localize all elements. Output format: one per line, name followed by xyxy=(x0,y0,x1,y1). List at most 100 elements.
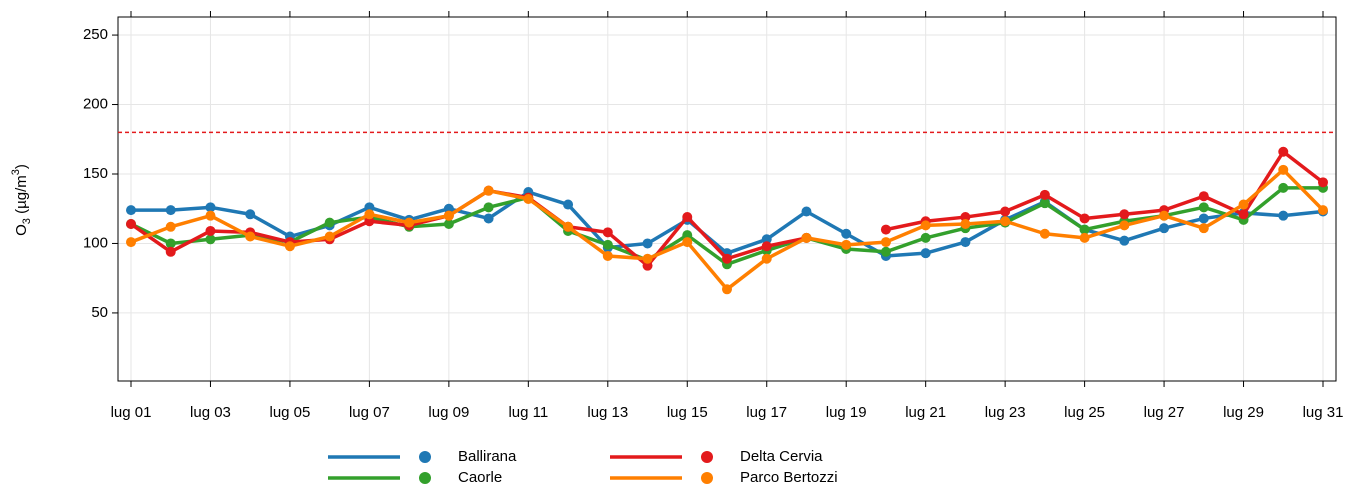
x-tick-label: lug 09 xyxy=(428,404,469,421)
x-tick-label: lug 05 xyxy=(269,404,310,421)
x-tick-label: lug 23 xyxy=(985,404,1026,421)
data-point xyxy=(602,227,613,238)
data-point xyxy=(1238,209,1249,220)
legend-label: Parco Bertozzi xyxy=(740,469,838,486)
data-point xyxy=(1159,223,1170,234)
x-tick-label: lug 07 xyxy=(349,404,390,421)
data-point xyxy=(245,231,256,242)
data-point xyxy=(483,202,494,213)
data-point xyxy=(364,202,375,213)
data-point xyxy=(404,217,415,228)
data-point xyxy=(1079,232,1090,243)
x-tick-label: lug 01 xyxy=(111,404,152,421)
series-line xyxy=(131,190,1324,258)
data-point xyxy=(1159,210,1170,221)
data-point xyxy=(1238,199,1249,210)
data-point xyxy=(1198,191,1209,202)
y-tick-label: 250 xyxy=(83,26,108,43)
legend-dot xyxy=(419,472,431,484)
data-point xyxy=(364,209,375,220)
data-point xyxy=(443,203,454,214)
data-point xyxy=(801,232,812,243)
data-point xyxy=(165,205,176,216)
data-point xyxy=(682,237,693,248)
data-point xyxy=(205,202,216,213)
data-point xyxy=(443,219,454,230)
data-point xyxy=(324,217,335,228)
x-tick-label: lug 17 xyxy=(746,404,787,421)
data-point xyxy=(483,185,494,196)
data-point xyxy=(1119,209,1130,220)
data-point xyxy=(364,216,375,227)
x-tick-label: lug 25 xyxy=(1064,404,1105,421)
y-tick-label: 150 xyxy=(83,165,108,182)
data-point xyxy=(1079,213,1090,224)
data-point xyxy=(126,219,136,230)
x-tick-label: lug 11 xyxy=(508,404,548,421)
data-point xyxy=(880,224,891,235)
data-point xyxy=(205,210,216,221)
data-point xyxy=(642,260,653,271)
data-point xyxy=(761,234,772,245)
data-point xyxy=(126,205,136,216)
data-point xyxy=(523,194,534,204)
data-point xyxy=(483,213,494,224)
data-point xyxy=(761,253,772,264)
data-point xyxy=(761,241,772,252)
data-point xyxy=(284,241,295,252)
legend-label: Caorle xyxy=(458,469,502,486)
data-point xyxy=(563,221,574,232)
y-tick-label: 200 xyxy=(83,95,108,112)
data-point xyxy=(1278,164,1289,175)
data-point xyxy=(801,206,812,217)
data-point xyxy=(722,253,732,264)
data-point xyxy=(642,253,653,264)
data-point xyxy=(722,284,732,295)
data-point xyxy=(1039,198,1050,209)
legend-dot xyxy=(419,451,431,463)
data-point xyxy=(880,237,891,248)
data-point xyxy=(1198,223,1209,234)
data-point xyxy=(1278,146,1289,157)
data-point xyxy=(682,230,693,241)
data-point xyxy=(324,231,335,242)
x-tick-label: lug 19 xyxy=(826,404,867,421)
data-point xyxy=(960,219,971,230)
data-point xyxy=(205,225,216,236)
data-point xyxy=(960,237,971,248)
data-point xyxy=(1198,202,1209,213)
data-point xyxy=(1278,210,1289,221)
data-point xyxy=(682,212,693,223)
x-tick-label: lug 29 xyxy=(1223,404,1264,421)
data-point xyxy=(1278,182,1289,193)
x-tick-label: lug 13 xyxy=(587,404,628,421)
data-point xyxy=(1000,216,1011,227)
data-point xyxy=(1039,189,1050,200)
data-point xyxy=(1318,177,1328,188)
y-tick-label: 100 xyxy=(83,234,108,251)
x-tick-label: lug 21 xyxy=(905,404,946,421)
plot-frame xyxy=(117,16,1337,382)
data-point xyxy=(563,199,574,210)
data-point xyxy=(165,221,176,232)
data-point xyxy=(920,220,931,231)
data-point xyxy=(1039,228,1050,239)
data-point xyxy=(1079,224,1090,235)
data-point xyxy=(841,228,852,239)
data-point xyxy=(245,209,256,220)
data-point xyxy=(1119,235,1130,246)
data-point xyxy=(1000,206,1011,217)
data-point xyxy=(880,246,891,257)
legend-dot xyxy=(701,472,713,484)
legend-label: Delta Cervia xyxy=(740,448,823,465)
data-point xyxy=(1198,213,1209,224)
data-point xyxy=(443,210,454,221)
data-point xyxy=(960,212,971,223)
data-point xyxy=(126,237,136,248)
data-point xyxy=(920,248,931,259)
data-point xyxy=(165,246,176,257)
data-point xyxy=(165,238,176,249)
legend-label: Ballirana xyxy=(458,448,517,465)
x-tick-label: lug 31 xyxy=(1303,404,1344,421)
